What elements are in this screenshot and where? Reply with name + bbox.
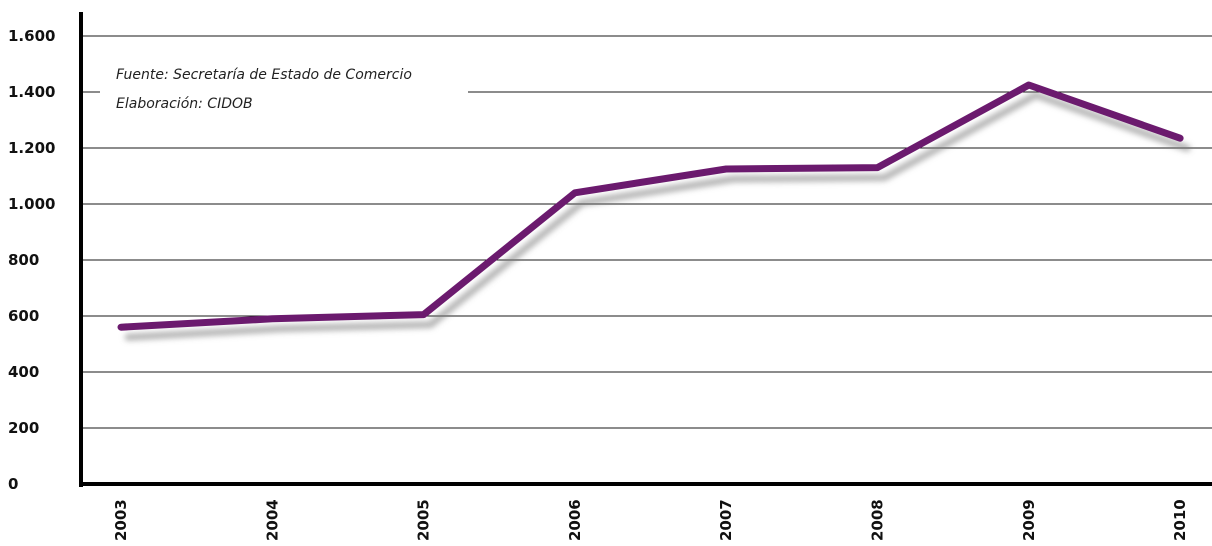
series-line — [117, 81, 1184, 331]
source-note: Elaboración: CIDOB — [116, 96, 253, 112]
source-notes: Fuente: Secretaría de Estado de Comercio… — [100, 56, 468, 126]
y-tick-label: 1.600 — [8, 27, 55, 45]
y-tick-label: 800 — [8, 251, 39, 269]
x-tick-label: 2006 — [566, 499, 584, 541]
y-axis-ticks: 0 200 400 600 800 1.000 1.200 1.400 1.600 — [8, 27, 55, 493]
data-point — [1028, 84, 1030, 86]
data-point — [271, 318, 273, 320]
x-tick-label: 2008 — [869, 499, 887, 541]
y-tick-label: 200 — [8, 419, 39, 437]
x-axis-ticks: 2003 2004 2005 2006 2007 2008 2009 2010 — [112, 499, 1189, 541]
data-point — [725, 168, 727, 170]
y-tick-label: 1.000 — [8, 195, 55, 213]
source-note: Fuente: Secretaría de Estado de Comercio — [116, 67, 412, 83]
axes — [79, 12, 1212, 487]
x-tick-label: 2005 — [415, 499, 433, 541]
y-tick-label: 400 — [8, 363, 39, 381]
series-line-shadow — [124, 91, 1191, 341]
y-tick-label: 1.400 — [8, 83, 55, 101]
y-tick-label: 1.200 — [8, 139, 55, 157]
data-point — [877, 167, 878, 169]
x-tick-label: 2004 — [263, 499, 281, 541]
x-tick-label: 2003 — [112, 499, 130, 541]
data-point — [120, 326, 122, 328]
y-tick-label: 0 — [8, 475, 18, 493]
series — [117, 81, 1191, 341]
data-point — [1179, 137, 1181, 139]
x-tick-label: 2010 — [1171, 499, 1189, 541]
data-point — [423, 314, 425, 316]
x-tick-label: 2007 — [717, 499, 735, 541]
y-tick-label: 600 — [8, 307, 39, 325]
x-tick-label: 2009 — [1020, 499, 1038, 541]
data-point — [574, 192, 576, 194]
notes-background — [100, 56, 468, 126]
